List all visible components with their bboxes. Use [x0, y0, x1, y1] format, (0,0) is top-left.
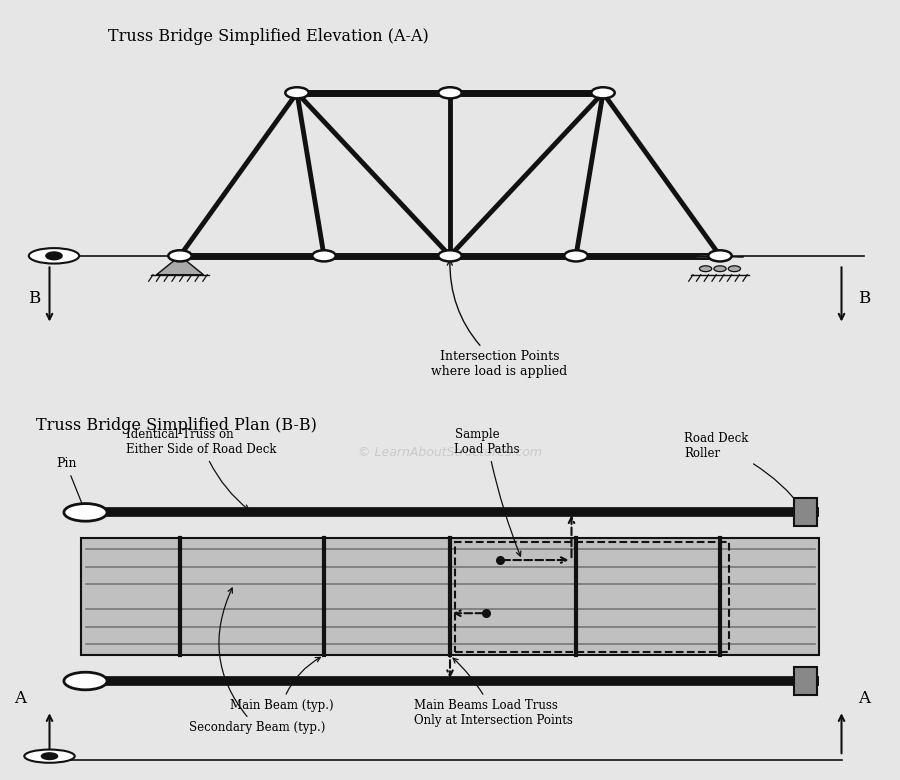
Text: © LearnAboutStructures.com: © LearnAboutStructures.com — [358, 446, 542, 459]
Text: Truss Bridge Simplified Plan (B-B): Truss Bridge Simplified Plan (B-B) — [36, 417, 317, 434]
Ellipse shape — [29, 248, 79, 264]
Circle shape — [728, 266, 741, 271]
Circle shape — [564, 250, 588, 261]
Text: Truss Bridge Simplified Elevation (A-A): Truss Bridge Simplified Elevation (A-A) — [108, 29, 428, 45]
Polygon shape — [157, 256, 203, 275]
Polygon shape — [697, 256, 743, 257]
Text: Intersection Points
where load is applied: Intersection Points where load is applie… — [431, 261, 568, 378]
Circle shape — [64, 672, 107, 690]
Circle shape — [708, 250, 732, 261]
Text: Secondary Beam (typ.): Secondary Beam (typ.) — [189, 588, 326, 734]
Circle shape — [64, 504, 107, 521]
Text: B: B — [28, 290, 40, 307]
Circle shape — [41, 753, 58, 760]
Bar — [454, 541, 729, 652]
Bar — [81, 538, 819, 655]
Text: Main Beam (typ.): Main Beam (typ.) — [230, 658, 333, 712]
Bar — [794, 667, 817, 695]
Circle shape — [714, 266, 726, 271]
Bar — [794, 498, 817, 526]
Text: Sample
Load Paths: Sample Load Paths — [454, 428, 521, 556]
Text: A: A — [858, 690, 870, 707]
Circle shape — [591, 87, 615, 98]
Circle shape — [438, 87, 462, 98]
Text: Pin: Pin — [56, 457, 85, 509]
Circle shape — [699, 266, 712, 271]
Ellipse shape — [24, 750, 75, 763]
Circle shape — [168, 250, 192, 261]
Text: B: B — [858, 290, 870, 307]
Circle shape — [46, 252, 62, 260]
Text: Main Beams Load Truss
Only at Intersection Points: Main Beams Load Truss Only at Intersecti… — [414, 658, 573, 727]
Circle shape — [438, 250, 462, 261]
Text: Road Deck
Roller: Road Deck Roller — [684, 432, 803, 509]
Text: Identical Truss on
Either Side of Road Deck: Identical Truss on Either Side of Road D… — [126, 428, 276, 510]
Circle shape — [285, 87, 309, 98]
Circle shape — [312, 250, 336, 261]
Text: A: A — [14, 690, 26, 707]
